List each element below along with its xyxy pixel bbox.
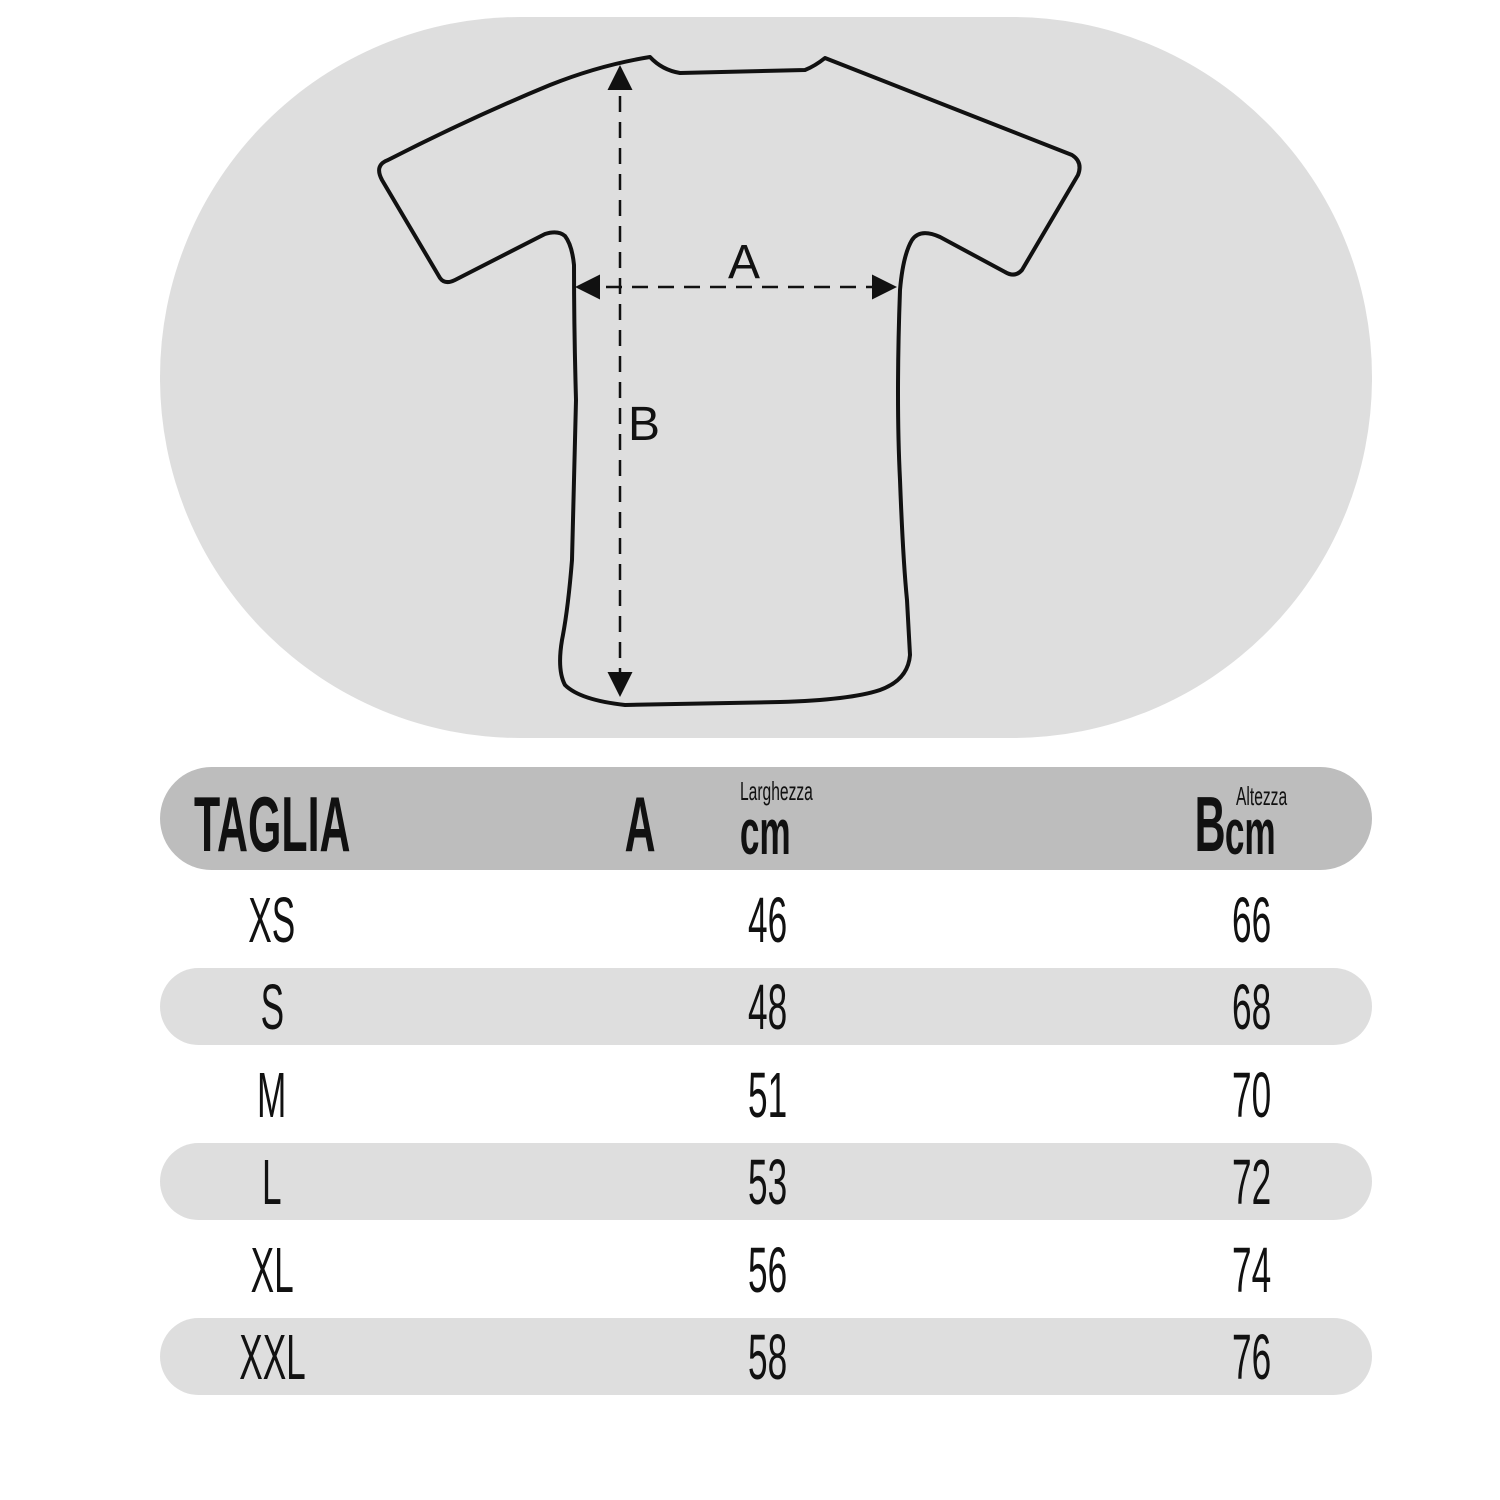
size-cell: S	[260, 971, 284, 1043]
header-size: TAGLIA	[193, 780, 351, 868]
row-band	[160, 1318, 1372, 1395]
label-b: B	[628, 398, 660, 451]
b-cell: 66	[1232, 884, 1272, 956]
size-cell: M	[257, 1059, 287, 1131]
b-cell: 72	[1232, 1146, 1272, 1218]
size-cell: XS	[248, 884, 296, 956]
header-a-sub: Larghezza	[740, 776, 813, 806]
size-cell: XXL	[238, 1321, 306, 1393]
diagram-background	[160, 17, 1372, 738]
header-b-unit: cm	[1224, 796, 1276, 868]
tshirt-diagram: A B	[377, 55, 1082, 707]
a-cell: 56	[748, 1234, 788, 1306]
a-cell: 58	[748, 1321, 788, 1393]
header-a-letter: A	[624, 780, 656, 868]
label-a: A	[728, 236, 760, 289]
row-band	[160, 1143, 1372, 1220]
tshirt-outline	[377, 55, 1082, 707]
row-band	[160, 968, 1372, 1045]
a-cell: 53	[748, 1146, 788, 1218]
a-cell: 51	[748, 1059, 788, 1131]
size-cell: L	[262, 1146, 282, 1218]
b-cell: 74	[1232, 1234, 1272, 1306]
b-cell: 68	[1232, 971, 1272, 1043]
table-header	[160, 767, 1372, 870]
header-b-sub: Altezza	[1236, 781, 1288, 811]
header-b-letter: B	[1194, 780, 1226, 868]
a-cell: 48	[748, 971, 788, 1043]
size-cell: XL	[250, 1234, 294, 1306]
b-cell: 76	[1232, 1321, 1272, 1393]
b-cell: 70	[1232, 1059, 1272, 1131]
header-a-unit: cm	[739, 796, 791, 868]
a-cell: 46	[748, 884, 788, 956]
